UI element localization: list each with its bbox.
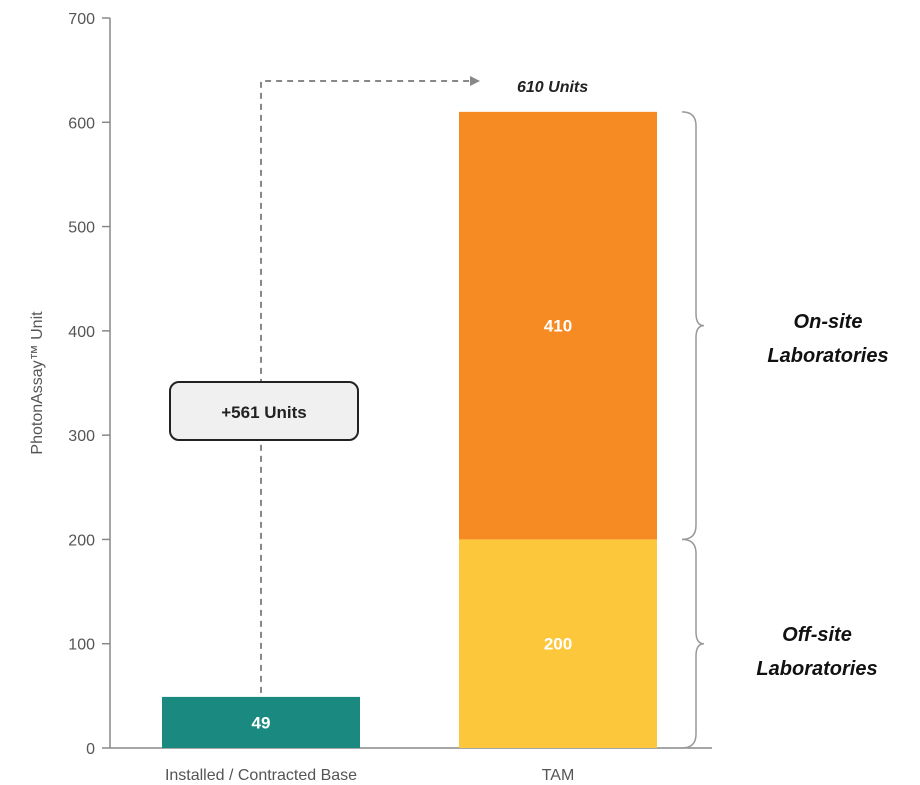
y-tick-label: 200: [68, 532, 95, 549]
bar-value-label: 49: [252, 713, 271, 732]
segment-label-line1: Off-site: [782, 624, 852, 646]
bars: 49 Installed / Contracted Base 200 410 TAM: [162, 111, 657, 784]
y-axis-label: PhotonAssay™ Unit: [29, 311, 46, 455]
segment-label-line2: Laboratories: [767, 345, 888, 367]
bar-value-label: 410: [544, 317, 572, 336]
bar-segment: [459, 539, 657, 748]
x-category-label: TAM: [542, 767, 575, 784]
segment-brace: [681, 538, 705, 749]
total-label: 610 Units: [517, 79, 588, 96]
annotations: 610 Units +561 Units On-site Laboratories Of…: [169, 76, 889, 749]
segment-brace: [681, 111, 705, 541]
bar-segment: [162, 696, 360, 748]
bar-segment: [459, 111, 657, 540]
segment-label-line1: On-site: [794, 311, 863, 333]
difference-label: +561 Units: [221, 403, 307, 422]
x-category-label: Installed / Contracted Base: [165, 767, 357, 784]
y-tick-label: 300: [68, 428, 95, 445]
y-tick-label: 600: [68, 115, 95, 132]
segment-label-line2: Laboratories: [756, 658, 877, 680]
difference-callout-box: [169, 381, 359, 441]
y-tick-label: 100: [68, 637, 95, 654]
bar-value-label: 200: [544, 635, 572, 654]
y-tick-label: 500: [68, 220, 95, 237]
y-tick-label: 0: [86, 741, 95, 758]
axes: 0 100 200 300 400 500 600 700 PhotonAssay™ Unit: [29, 11, 712, 758]
difference-arrow: [260, 76, 480, 693]
y-tick-label: 400: [68, 324, 95, 341]
y-tick-label: 700: [68, 11, 95, 28]
